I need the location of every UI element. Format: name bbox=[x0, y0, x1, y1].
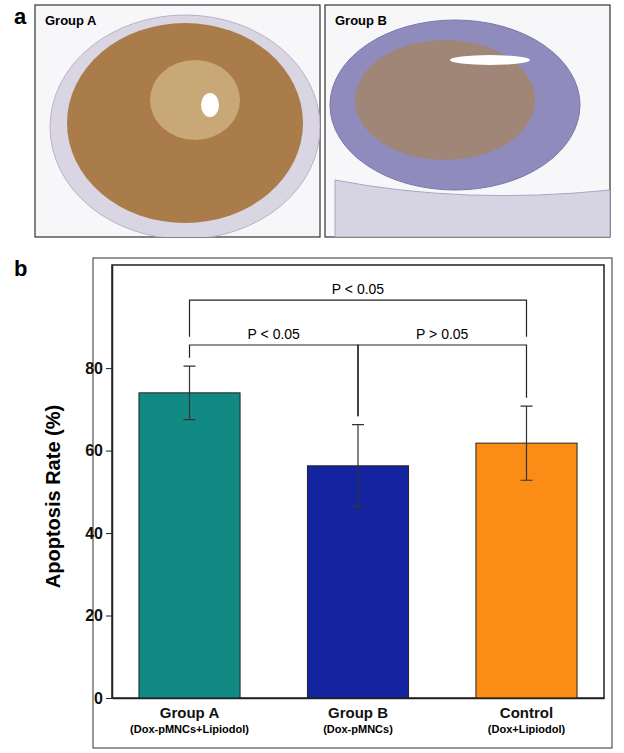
x-tick: Group B bbox=[328, 698, 388, 721]
x-tick: Group A bbox=[160, 698, 220, 721]
x-tick-label: Group B bbox=[328, 704, 388, 721]
y-tick-label: 20 bbox=[85, 607, 103, 624]
y-tick-mark bbox=[106, 451, 112, 452]
error-bar-line bbox=[184, 366, 196, 420]
y-axis-line bbox=[112, 266, 114, 699]
significance-label: P < 0.05 bbox=[248, 326, 301, 342]
image-label: Group A bbox=[45, 13, 97, 28]
y-tick: 80 bbox=[85, 360, 112, 377]
significance-label: P > 0.05 bbox=[416, 326, 469, 342]
category-note: (Dox-pMNCs) bbox=[323, 723, 393, 735]
y-tick: 0 bbox=[94, 690, 112, 707]
panel-label: b bbox=[14, 256, 27, 281]
y-tick-label: 60 bbox=[85, 442, 103, 459]
image-panel bbox=[325, 5, 610, 237]
tissue-core bbox=[150, 60, 240, 140]
error-bar bbox=[352, 425, 364, 507]
panel-frame bbox=[93, 258, 612, 748]
panel-label: a bbox=[14, 4, 27, 29]
tissue bbox=[330, 20, 580, 190]
plot-frame bbox=[112, 265, 604, 698]
x-tick-label: Group A bbox=[160, 704, 220, 721]
y-tick-mark bbox=[106, 368, 112, 369]
y-axis: 0 20 40 60 80 bbox=[85, 266, 112, 707]
image-frame bbox=[325, 5, 610, 237]
tissue-stain bbox=[67, 23, 303, 223]
x-tick: Control bbox=[500, 698, 553, 721]
error-bar-line bbox=[352, 425, 364, 507]
significance-bracket bbox=[190, 345, 358, 416]
bar bbox=[476, 443, 577, 698]
bar bbox=[139, 393, 240, 698]
error-bar bbox=[184, 366, 196, 420]
y-tick-mark bbox=[106, 533, 112, 534]
y-tick-label: 80 bbox=[85, 360, 103, 377]
tissue-stain bbox=[355, 40, 535, 160]
y-tick-label: 40 bbox=[85, 525, 103, 542]
significance-bracket bbox=[358, 345, 526, 416]
error-bar bbox=[520, 406, 532, 480]
figure: a Group A Group B b P < 0.05 P < 0.05 P > 0.05… bbox=[0, 0, 624, 753]
y-tick-mark bbox=[106, 698, 112, 699]
significance-label: P < 0.05 bbox=[332, 281, 385, 297]
lumen bbox=[201, 93, 219, 117]
tissue bbox=[50, 15, 320, 237]
y-tick: 40 bbox=[85, 525, 112, 542]
x-axis: Group A Group B Control bbox=[113, 698, 605, 721]
significance-bracket bbox=[190, 300, 527, 337]
y-tick: 60 bbox=[85, 442, 112, 459]
x-axis-line bbox=[113, 698, 605, 700]
y-tick: 20 bbox=[85, 607, 112, 624]
lumen bbox=[450, 55, 530, 65]
y-axis-title: Apoptosis Rate (%) bbox=[42, 405, 64, 588]
y-tick-label: 0 bbox=[94, 690, 103, 707]
y-tick-mark bbox=[106, 616, 112, 617]
x-tick-label: Control bbox=[500, 704, 553, 721]
category-note: (Dox-pMNCs+Lipiodol) bbox=[130, 723, 249, 735]
image-panel bbox=[35, 5, 320, 239]
error-bar-line bbox=[520, 406, 532, 480]
plot-area bbox=[139, 300, 577, 698]
image-label: Group B bbox=[335, 13, 387, 28]
category-note: (Dox+Lipiodol) bbox=[488, 723, 566, 735]
